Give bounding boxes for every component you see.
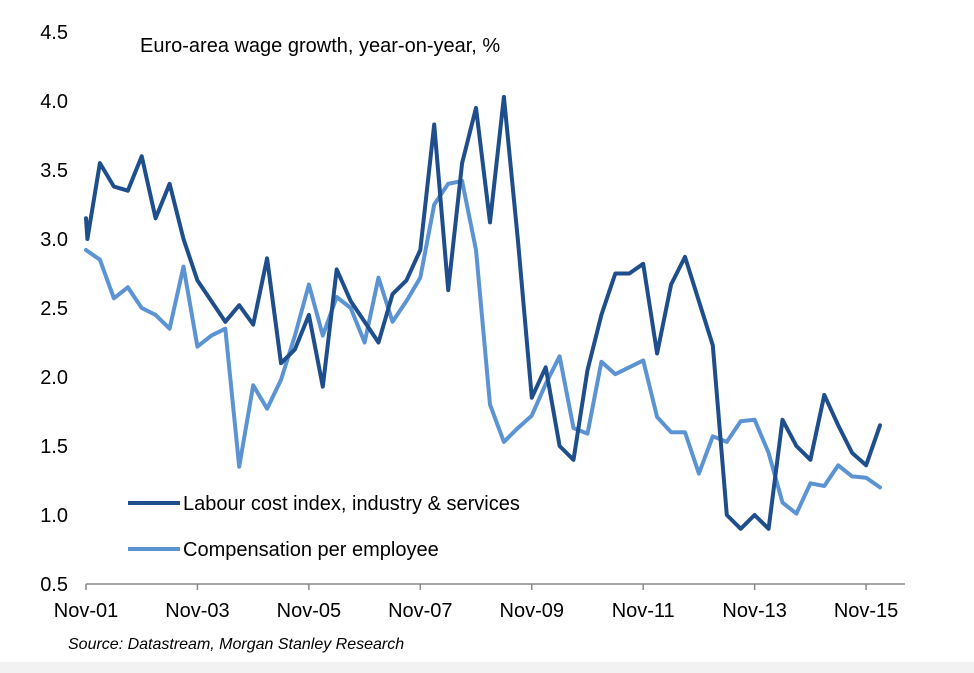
bottom-band <box>0 662 974 673</box>
x-tick-label: Nov-03 <box>165 600 229 622</box>
x-tick-label: Nov-15 <box>834 600 898 622</box>
series-line-compensation <box>84 179 882 516</box>
x-tick-label: Nov-11 <box>612 600 675 622</box>
series-line-labour-cost <box>84 94 882 531</box>
x-tick-label: Nov-09 <box>500 600 564 622</box>
y-tick-label: 0.5 <box>40 574 68 596</box>
series-layer <box>84 94 882 531</box>
legend-label-labour-cost: Labour cost index, industry & services <box>183 493 520 515</box>
x-axis-ticks: Nov-01 Nov-03 Nov-05 Nov-07 Nov-09 Nov-11 Nov-… <box>54 584 898 622</box>
y-tick-label: 2.0 <box>40 367 68 389</box>
y-tick-label: 2.5 <box>40 298 68 320</box>
y-axis-labels: 0.5 1.0 1.5 2.0 2.5 3.0 3.5 4.0 4.5 <box>40 22 68 596</box>
y-tick-label: 3.0 <box>40 229 68 251</box>
y-tick-label: 4.5 <box>40 22 68 44</box>
source-note: Source: Datastream, Morgan Stanley Resea… <box>68 636 405 653</box>
legend-label-compensation: Compensation per employee <box>183 539 439 561</box>
x-tick-label: Nov-07 <box>388 600 452 622</box>
x-tick-label: Nov-13 <box>722 600 786 622</box>
chart-title: Euro-area wage growth, year-on-year, % <box>140 35 500 57</box>
y-tick-label: 3.5 <box>40 160 68 182</box>
x-tick-label: Nov-01 <box>54 600 118 622</box>
y-tick-label: 1.0 <box>40 505 68 527</box>
axes-layer: Nov-01 Nov-03 Nov-05 Nov-07 Nov-09 Nov-11 Nov-… <box>40 22 905 622</box>
y-tick-label: 4.0 <box>40 91 68 113</box>
y-tick-label: 1.5 <box>40 436 68 458</box>
x-tick-label: Nov-05 <box>277 600 341 622</box>
legend: Labour cost index, industry & services C… <box>128 493 520 561</box>
